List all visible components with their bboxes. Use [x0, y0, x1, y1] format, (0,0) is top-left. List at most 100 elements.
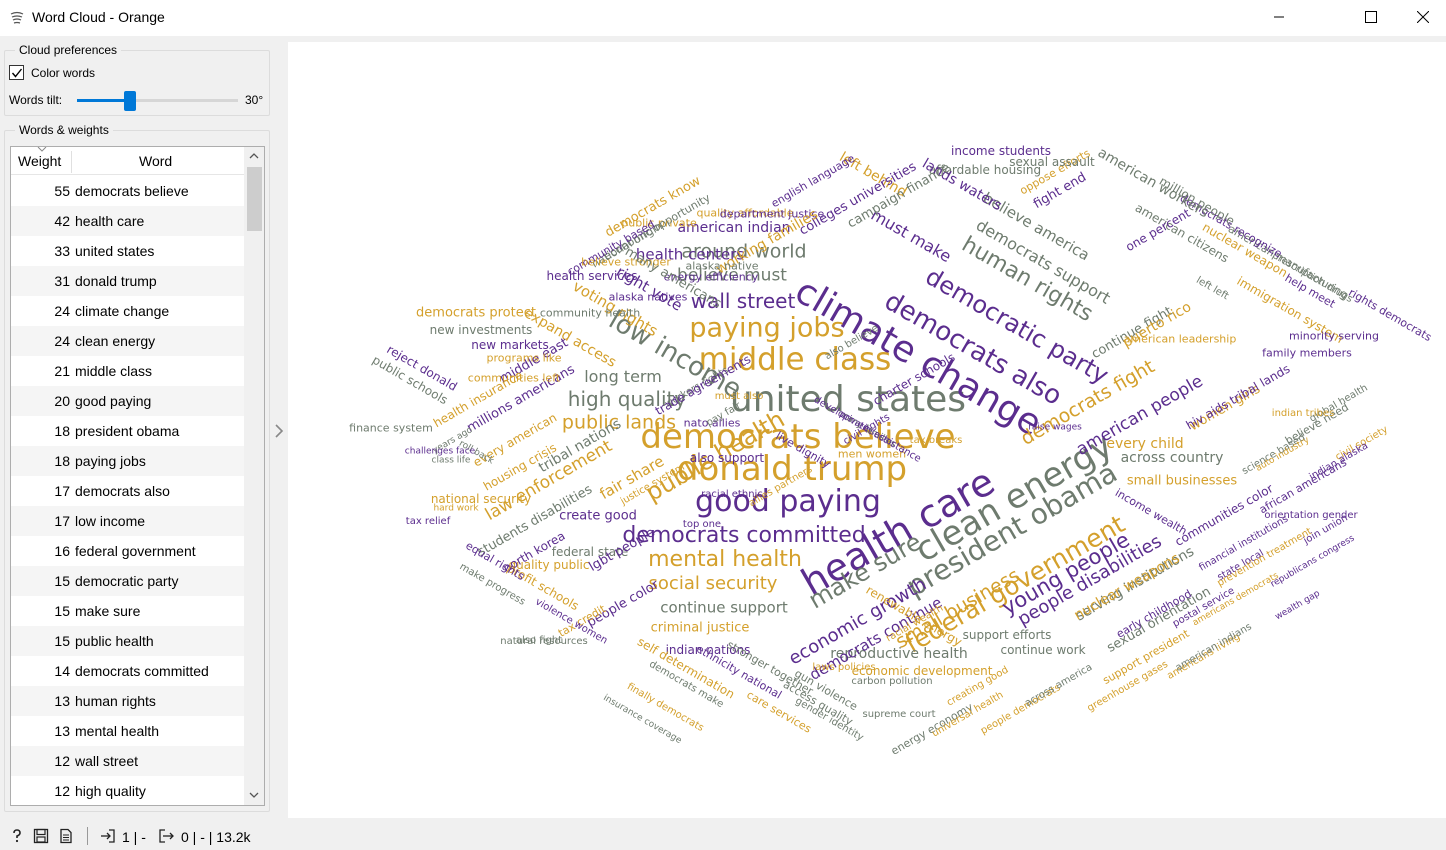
cloud-word: public lands — [561, 411, 677, 434]
words-tilt-slider-handle[interactable] — [124, 91, 136, 111]
words-tilt-slider-fill — [77, 99, 130, 102]
title-bar: Word Cloud - Orange — [0, 0, 1446, 36]
word-cell: good paying — [75, 393, 152, 409]
table-row[interactable]: 42 health care — [11, 206, 244, 236]
table-row[interactable]: 12 high quality — [11, 776, 244, 805]
table-scrollbar[interactable] — [244, 147, 264, 805]
word-cell: paying jobs — [75, 453, 146, 469]
words-weights-group: Words & weights — [4, 123, 270, 812]
table-row[interactable]: 18 paying jobs — [11, 446, 244, 476]
cloud-word: middle class — [698, 341, 892, 378]
status-separator — [87, 827, 88, 845]
cloud-word: challenges face — [404, 446, 476, 457]
cloud-word: long term — [584, 367, 662, 386]
cloud-word: finance system — [349, 421, 433, 435]
table-row[interactable]: 13 human rights — [11, 686, 244, 716]
column-header-word[interactable]: Word — [139, 153, 173, 169]
table-row[interactable]: 15 democratic party — [11, 566, 244, 596]
status-bar: 1 | - 0 | - | 13.2k — [0, 822, 1446, 850]
weight-cell: 20 — [54, 393, 70, 409]
table-row[interactable]: 18 president obama — [11, 416, 244, 446]
splitter-chevron-right-icon[interactable] — [273, 423, 285, 439]
word-cell: federal government — [75, 543, 196, 559]
cloud-word: around world — [681, 240, 807, 263]
cloud-preferences-group: Cloud preferences — [4, 43, 270, 116]
minimize-icon — [1274, 16, 1284, 18]
weight-cell: 33 — [54, 243, 70, 259]
cloud-word: carbon pollution — [851, 676, 933, 687]
word-cell: democrats also — [75, 483, 170, 499]
maximize-icon — [1365, 11, 1377, 23]
cloud-word: must make — [867, 204, 955, 267]
weight-cell: 24 — [54, 303, 70, 319]
table-row[interactable]: 12 wall street — [11, 746, 244, 776]
table-row[interactable]: 17 democrats also — [11, 476, 244, 506]
table-row[interactable]: 20 good paying — [11, 386, 244, 416]
column-header-weight[interactable]: Weight — [18, 153, 62, 169]
table-header: Weight Word — [11, 147, 244, 175]
table-row[interactable]: 13 mental health — [11, 716, 244, 746]
color-words-checkbox[interactable] — [9, 65, 24, 80]
weight-cell: 12 — [54, 753, 70, 769]
cloud-word: democrats committed — [622, 523, 866, 548]
table-row[interactable]: 14 democrats committed — [11, 656, 244, 686]
table-row[interactable]: 24 clean energy — [11, 326, 244, 356]
cloud-word: natural resources — [500, 636, 588, 647]
cloud-word: wealth gap — [1273, 588, 1322, 623]
cloud-word: indian tribes — [1271, 408, 1335, 419]
save-icon[interactable] — [33, 828, 49, 844]
word-cell: climate change — [75, 303, 170, 319]
word-cell: public health — [75, 633, 154, 649]
weight-cell: 16 — [54, 543, 70, 559]
words-weights-table[interactable]: Weight Word 55 democrats believe 42 health … — [10, 146, 265, 806]
cloud-word: income students — [951, 144, 1051, 158]
cloud-word: tax breaks — [909, 435, 963, 446]
words-weights-title: Words & weights — [15, 123, 113, 137]
words-tilt-value: 30° — [245, 93, 264, 107]
help-icon[interactable] — [9, 828, 25, 844]
cloud-word: also support — [689, 451, 765, 465]
weight-cell: 13 — [54, 693, 70, 709]
word-cell: make sure — [75, 603, 141, 619]
table-row[interactable]: 33 united states — [11, 236, 244, 266]
table-row[interactable]: 15 make sure — [11, 596, 244, 626]
report-icon[interactable] — [58, 828, 74, 844]
cloud-word: community health — [539, 306, 641, 320]
table-row[interactable]: 31 donald trump — [11, 266, 244, 296]
table-row[interactable]: 16 federal government — [11, 536, 244, 566]
cloud-word: democrats protect — [416, 305, 536, 321]
weight-cell: 15 — [54, 573, 70, 589]
minimize-button[interactable] — [1256, 0, 1302, 34]
weight-cell: 12 — [54, 783, 70, 799]
cloud-word: small businesses — [1126, 473, 1238, 489]
word-cell: democrats believe — [75, 183, 189, 199]
word-cell: human rights — [75, 693, 156, 709]
cloud-word: communities left — [467, 371, 561, 385]
scroll-down-icon[interactable] — [249, 790, 259, 800]
table-row[interactable]: 17 low income — [11, 506, 244, 536]
table-row[interactable]: 21 middle class — [11, 356, 244, 386]
cloud-word: new investments — [429, 323, 533, 337]
output-count: 0 | - | 13.2k — [181, 829, 251, 845]
scroll-up-icon[interactable] — [249, 151, 259, 161]
word-cell: clean energy — [75, 333, 156, 349]
word-cell: middle class — [75, 363, 153, 379]
scroll-thumb[interactable] — [247, 167, 262, 231]
input-signal-icon — [101, 829, 115, 843]
column-separator — [71, 151, 72, 173]
cloud-word: democrats believe — [640, 417, 956, 457]
weight-cell: 15 — [54, 633, 70, 649]
cloud-word: laws policies — [812, 662, 876, 673]
weight-cell: 15 — [54, 603, 70, 619]
close-button[interactable] — [1400, 0, 1446, 34]
table-row[interactable]: 55 democrats believe — [11, 176, 244, 206]
words-tilt-slider-track[interactable] — [77, 99, 238, 102]
word-cell: united states — [75, 243, 155, 259]
table-row[interactable]: 24 climate change — [11, 296, 244, 326]
table-row[interactable]: 15 public health — [11, 626, 244, 656]
maximize-button[interactable] — [1348, 0, 1394, 34]
cloud-word: across america — [1023, 661, 1095, 710]
cloud-word: every child — [1106, 436, 1184, 452]
word-cell: high quality — [75, 783, 146, 799]
cloud-word: believe stronger — [581, 255, 671, 269]
